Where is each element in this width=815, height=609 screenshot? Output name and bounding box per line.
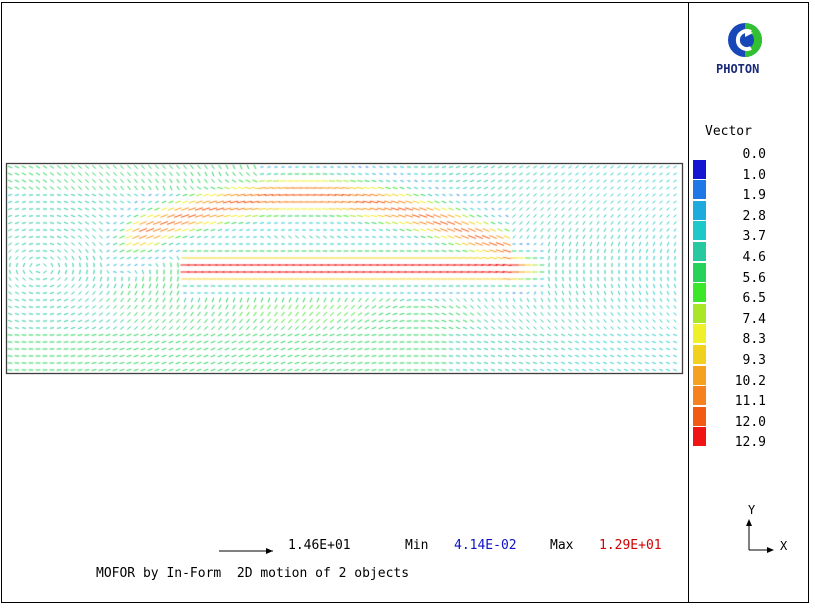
legend-swatch — [693, 406, 706, 426]
legend-swatch — [693, 180, 706, 200]
min-value: 4.14E-02 — [454, 538, 517, 553]
legend-level: 6.5 — [742, 291, 766, 307]
legend-level: 10.2 — [734, 373, 766, 389]
max-label: Max — [550, 538, 574, 553]
legend-swatch — [693, 386, 706, 406]
y-axis-label: Y — [748, 503, 756, 517]
legend-swatch — [693, 221, 706, 241]
legend-swatch — [693, 427, 706, 447]
caption: MOFOR by In-Form 2D motion of 2 objects — [96, 566, 410, 581]
legend-level: 3.7 — [742, 229, 766, 245]
legend-swatch — [693, 324, 706, 344]
legend-swatch — [693, 200, 706, 220]
legend-level: 0.0 — [742, 147, 766, 162]
min-label: Min — [405, 538, 429, 553]
legend-swatch — [693, 242, 706, 261]
legend-level: 11.1 — [734, 394, 766, 410]
legend-swatch — [693, 159, 706, 179]
photon-logo-icon — [728, 23, 762, 57]
legend-level: 1.9 — [742, 188, 766, 204]
legend-swatch — [693, 345, 706, 364]
legend-level: 12.0 — [734, 414, 766, 430]
reference-value: 1.46E+01 — [288, 538, 351, 553]
legend-level: 8.3 — [742, 332, 766, 348]
legend-swatch — [693, 365, 706, 385]
legend-level: 2.8 — [742, 208, 766, 224]
max-value: 1.29E+01 — [599, 538, 662, 553]
legend-swatch — [693, 303, 706, 323]
panel-divider — [688, 2, 689, 603]
legend-level: 9.3 — [742, 353, 766, 368]
legend-swatch — [693, 262, 706, 282]
legend-level: 5.6 — [742, 270, 766, 286]
legend-level: 4.6 — [742, 250, 766, 265]
legend-title: Vector — [705, 124, 752, 139]
vector-field-plot — [0, 0, 688, 609]
axes-triad-icon: Y X — [746, 503, 788, 553]
legend-level: 7.4 — [742, 311, 766, 327]
legend-swatch — [693, 283, 706, 303]
legend-level: 1.0 — [742, 167, 766, 183]
x-axis-label: X — [780, 539, 788, 553]
legend-level: 12.9 — [734, 435, 766, 451]
logo-text: PHOTON — [716, 62, 760, 76]
reference-arrow-icon — [219, 548, 273, 554]
